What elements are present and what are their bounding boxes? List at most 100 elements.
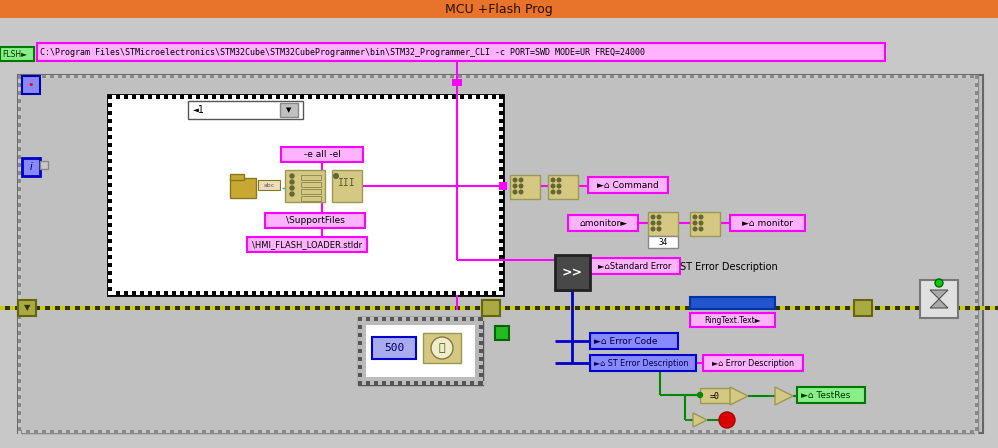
Bar — [535, 306, 540, 310]
Bar — [166, 75, 170, 78]
Circle shape — [658, 215, 661, 219]
Bar — [885, 306, 890, 310]
Bar — [898, 430, 902, 433]
Bar — [301, 196, 321, 201]
Bar — [975, 307, 978, 311]
Bar — [158, 75, 162, 78]
Bar — [358, 341, 362, 345]
Bar — [220, 291, 224, 295]
Bar — [482, 75, 486, 78]
Bar — [703, 355, 803, 371]
Circle shape — [700, 227, 703, 231]
Bar — [954, 430, 958, 433]
Bar — [875, 306, 880, 310]
Bar — [358, 333, 362, 337]
Bar — [38, 430, 42, 433]
Bar — [854, 75, 858, 78]
Bar — [218, 430, 222, 433]
Bar — [262, 430, 266, 433]
Bar — [774, 75, 778, 78]
Bar — [188, 291, 192, 295]
Bar — [456, 291, 460, 295]
Bar — [278, 430, 282, 433]
Bar — [375, 306, 380, 310]
Bar — [70, 430, 74, 433]
Bar — [975, 151, 978, 155]
Bar — [428, 291, 432, 295]
Bar — [286, 430, 290, 433]
Bar — [975, 295, 978, 299]
Bar — [934, 75, 938, 78]
Bar — [434, 75, 438, 78]
Bar — [690, 313, 775, 327]
Bar — [690, 75, 694, 78]
Bar — [462, 430, 466, 433]
Bar — [40, 306, 45, 310]
Text: \HMI_FLASH_LOADER.stldr: \HMI_FLASH_LOADER.stldr — [251, 240, 362, 249]
Bar — [364, 95, 368, 99]
Bar — [352, 291, 356, 295]
Bar — [247, 237, 367, 252]
Bar — [518, 75, 522, 78]
Bar — [82, 75, 86, 78]
Bar — [190, 306, 195, 310]
Bar — [178, 75, 182, 78]
Bar — [598, 75, 602, 78]
Bar — [558, 75, 562, 78]
Bar — [975, 211, 978, 215]
Bar — [730, 306, 735, 310]
Bar — [498, 430, 502, 433]
Text: III: III — [338, 178, 356, 188]
Bar — [270, 75, 274, 78]
Bar — [870, 306, 875, 310]
Bar — [486, 430, 490, 433]
Bar — [422, 430, 426, 433]
Bar — [975, 415, 978, 419]
Bar — [18, 167, 21, 171]
Bar — [975, 259, 978, 263]
Bar — [22, 430, 26, 433]
Bar — [499, 127, 503, 131]
Bar — [625, 306, 630, 310]
Bar — [102, 75, 106, 78]
Bar — [526, 430, 530, 433]
Bar — [215, 306, 220, 310]
Bar — [975, 331, 978, 335]
Bar — [878, 75, 882, 78]
Bar — [394, 381, 398, 385]
Bar — [975, 327, 978, 331]
Bar — [975, 343, 978, 347]
Circle shape — [658, 221, 661, 225]
Bar — [499, 191, 503, 195]
Bar — [530, 430, 534, 433]
Bar — [474, 317, 478, 321]
Polygon shape — [730, 387, 748, 405]
Bar — [450, 306, 455, 310]
Bar — [148, 291, 152, 295]
Bar — [295, 306, 300, 310]
Bar — [570, 306, 575, 310]
Bar — [362, 381, 366, 385]
Bar — [782, 430, 786, 433]
Bar — [802, 430, 806, 433]
Bar — [378, 75, 382, 78]
Bar — [262, 75, 266, 78]
Bar — [194, 75, 198, 78]
Bar — [710, 306, 715, 310]
Bar — [350, 430, 354, 433]
Bar — [186, 430, 190, 433]
Bar — [440, 291, 444, 295]
Bar — [170, 306, 175, 310]
Bar — [238, 430, 242, 433]
Bar — [546, 75, 550, 78]
Bar — [192, 95, 196, 99]
Bar — [174, 430, 178, 433]
Bar — [164, 95, 168, 99]
Bar — [499, 147, 503, 151]
Bar — [301, 182, 321, 187]
Bar — [975, 363, 978, 367]
Bar — [975, 99, 978, 103]
Bar — [400, 95, 404, 99]
Bar — [975, 407, 978, 411]
Bar — [975, 287, 978, 291]
